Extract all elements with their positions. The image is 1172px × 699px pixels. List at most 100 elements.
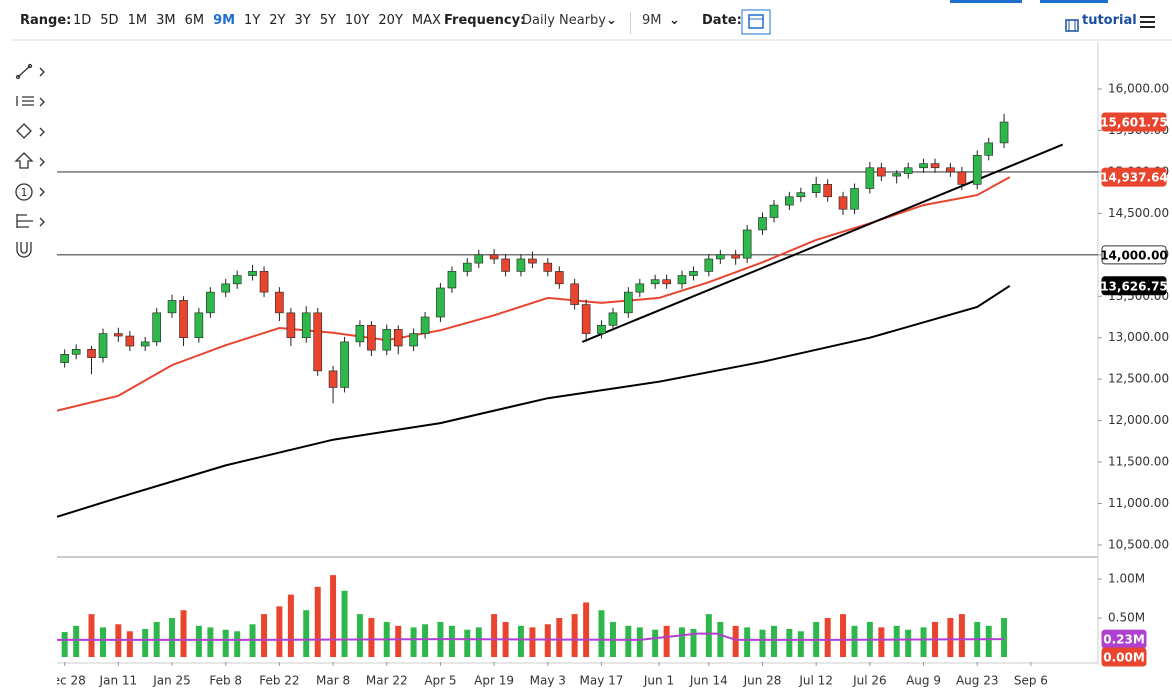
- candle-body: [87, 349, 96, 358]
- x-tick-label: Apr 19: [474, 674, 514, 688]
- range-button[interactable]: 3Y: [294, 13, 311, 28]
- volume-bar: [824, 618, 831, 658]
- candle-body: [286, 312, 296, 339]
- value-box: [1101, 629, 1147, 649]
- volume-bar: [663, 625, 670, 658]
- candle-body: [98, 333, 108, 358]
- candle-body: [946, 167, 955, 173]
- volume-bar: [73, 625, 80, 658]
- candle-body: [742, 229, 752, 259]
- range-button[interactable]: 6M: [184, 13, 205, 28]
- range-button[interactable]: 5D: [100, 13, 119, 28]
- y-tick-label: 14,000.00: [1108, 247, 1169, 261]
- candle-body: [662, 279, 671, 285]
- volume-bar: [771, 625, 778, 658]
- candle-body: [704, 258, 714, 272]
- range-button[interactable]: 1Y: [244, 13, 261, 28]
- candle-body: [811, 184, 821, 193]
- range-button[interactable]: 20Y: [378, 13, 403, 28]
- y-tick-label: 15,000.00: [1108, 164, 1169, 178]
- moving-average: [57, 284, 1011, 518]
- volume-bar: [61, 632, 68, 658]
- volume-bar: [180, 610, 187, 658]
- candle-body: [689, 271, 698, 276]
- range-label: Range:: [20, 13, 72, 28]
- volume-bar: [287, 594, 294, 658]
- range-group: 1D 5D 1M 3M 6M 9M 1Y 2Y 3Y 5Y 10Y 20Y MAX: [73, 13, 450, 28]
- candle-body: [355, 324, 365, 343]
- range-button[interactable]: 5Y: [319, 13, 336, 28]
- range-button[interactable]: 9M: [213, 13, 236, 28]
- volume-bar: [276, 606, 283, 658]
- candle-body: [930, 163, 940, 169]
- range-button[interactable]: 1M: [127, 13, 148, 28]
- x-tick-label: Feb 8: [209, 674, 242, 688]
- candle-body: [823, 184, 832, 198]
- candle-body: [597, 324, 606, 334]
- candle-body: [501, 258, 510, 272]
- x-tick-label: Dec 28: [44, 674, 86, 688]
- candle-body: [635, 283, 645, 293]
- value-box: [1101, 276, 1167, 296]
- candle-body: [71, 349, 81, 355]
- frequency-select[interactable]: Daily Nearby: [522, 13, 607, 28]
- candle-body: [474, 254, 484, 264]
- candle-body: [528, 258, 537, 264]
- range-button[interactable]: MAX: [411, 13, 441, 28]
- x-tick-label: Apr 5: [424, 674, 456, 688]
- trendline: [581, 143, 1064, 343]
- volume-bar: [234, 631, 241, 658]
- volume-bar: [383, 621, 390, 658]
- volume-bar: [249, 624, 256, 658]
- range-button[interactable]: 3M: [156, 13, 176, 28]
- volume-bar: [142, 628, 149, 658]
- candle-body: [232, 275, 242, 285]
- volume-bar: [786, 628, 793, 658]
- tutorial-link[interactable]: tutorial: [1082, 13, 1137, 28]
- volume-bar: [303, 610, 310, 658]
- candle-body: [259, 271, 269, 293]
- period-select[interactable]: 9M: [642, 13, 662, 28]
- y-tick-label: 11,000.00: [1108, 496, 1169, 510]
- x-tick-label: Sep 6: [1014, 674, 1048, 688]
- volume-average: [57, 632, 1005, 641]
- moving-average: [57, 176, 1011, 412]
- candle-body: [328, 370, 338, 388]
- tool-number-icon: 1: [21, 186, 28, 199]
- candle-body: [984, 142, 994, 156]
- candle-body: [516, 258, 526, 272]
- candle-body: [409, 333, 418, 347]
- candle-body: [865, 167, 875, 189]
- volume-bar: [893, 625, 900, 658]
- x-tick-label: Jun 14: [689, 674, 728, 688]
- toolbar: Range: 1D 5D 1M 3M 6M 9M 1Y 2Y 3Y 5Y 10Y 20Y MAX Fre…: [0, 0, 1172, 42]
- candle-body: [919, 163, 928, 169]
- volume-bar: [35, 634, 41, 657]
- x-tick-label: Jun 28: [743, 674, 782, 688]
- candle-body: [462, 262, 472, 272]
- volume-pane: [35, 575, 1008, 658]
- y-tick-label: 11,500.00: [1108, 455, 1169, 469]
- volume-bar: [115, 624, 122, 658]
- candle-body: [275, 291, 284, 314]
- candle-body: [903, 167, 913, 174]
- value-box-label: 15,601.75: [1100, 116, 1168, 130]
- candle-body: [716, 254, 725, 260]
- range-button[interactable]: 2Y: [269, 13, 286, 28]
- value-box-label: 14,000.00: [1100, 248, 1168, 262]
- x-tick-label: Jul 12: [798, 674, 833, 688]
- candle-body: [489, 254, 499, 260]
- range-button[interactable]: 10Y: [344, 13, 370, 28]
- x-tick-label: Aug 23: [956, 674, 999, 688]
- volume-bar: [797, 631, 804, 658]
- candle-body: [624, 291, 633, 314]
- candle-body: [892, 173, 902, 177]
- range-button[interactable]: 1D: [73, 13, 92, 28]
- value-box-label: 0.23M: [1103, 633, 1145, 647]
- volume-bar: [195, 625, 202, 658]
- y-tick-label: 13,000.00: [1108, 330, 1169, 344]
- candle-body: [179, 300, 188, 339]
- x-tick-label: Jan 11: [99, 674, 138, 688]
- frequency-label: Frequency:: [444, 13, 526, 28]
- volume-bar: [583, 602, 590, 658]
